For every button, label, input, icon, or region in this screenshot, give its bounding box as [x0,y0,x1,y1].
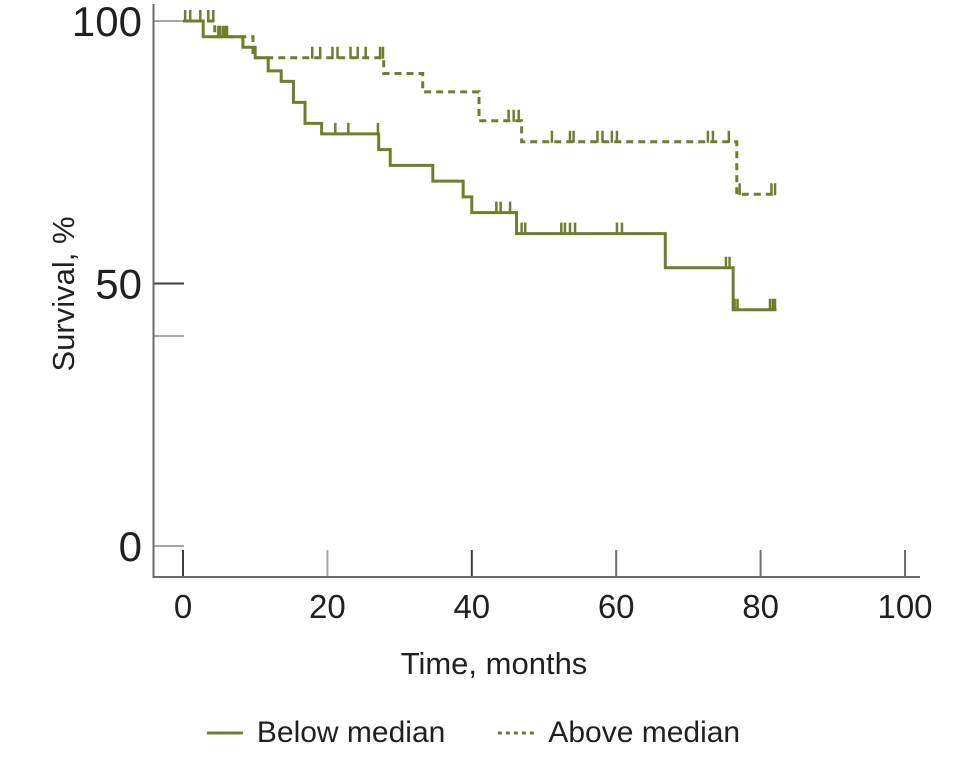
x-tick-label: 0 [174,588,192,625]
y-axis-title: Survival, % [46,216,81,372]
x-tick-label: 20 [309,588,346,625]
solid-line-swatch-icon [206,731,243,735]
legend: Below median Above median [206,716,740,750]
y-tick-label: 0 [119,523,142,570]
y-tick-label: 50 [95,261,142,308]
dashed-line-swatch-icon [498,731,535,735]
legend-label-above-median: Above median [548,716,741,749]
x-tick-label: 80 [742,588,779,625]
survival-curve-below-median [183,19,777,312]
y-tick-label: 100 [72,0,142,45]
x-tick-label: 40 [453,588,490,625]
x-tick-label: 100 [877,588,932,625]
survival-curve-above-median [183,19,778,196]
legend-item-below-median: Below median [206,716,445,750]
legend-label-below-median: Below median [256,716,446,749]
x-tick-label: 60 [598,588,635,625]
x-axis-title: Time, months [400,646,588,681]
legend-item-above-median: Above median [497,716,740,750]
